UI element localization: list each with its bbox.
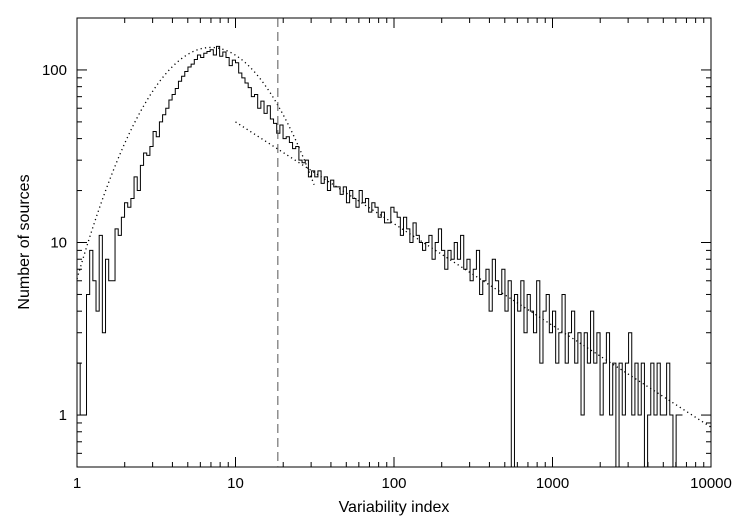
y-tick-label: 10: [50, 235, 67, 252]
y-tick-label: 1: [59, 407, 67, 424]
lognormal-fit-curve: [76, 46, 315, 280]
x-tick-label: 10: [227, 475, 244, 492]
x-tick-label: 1: [73, 475, 81, 492]
x-tick-label: 1000: [536, 475, 569, 492]
x-axis-title: Variability index: [339, 499, 450, 516]
x-tick-label: 10000: [690, 475, 732, 492]
tick-labels: 1 10 100 1000 10000 1 10 100: [42, 62, 732, 492]
x-tick-label: 100: [381, 475, 406, 492]
y-tick-label: 100: [42, 62, 67, 79]
histogram-outline: [77, 45, 683, 468]
y-axis-title: Number of sources: [16, 174, 33, 309]
axis-ticks: [76, 17, 712, 468]
power-law-fit-line: [235, 121, 712, 428]
